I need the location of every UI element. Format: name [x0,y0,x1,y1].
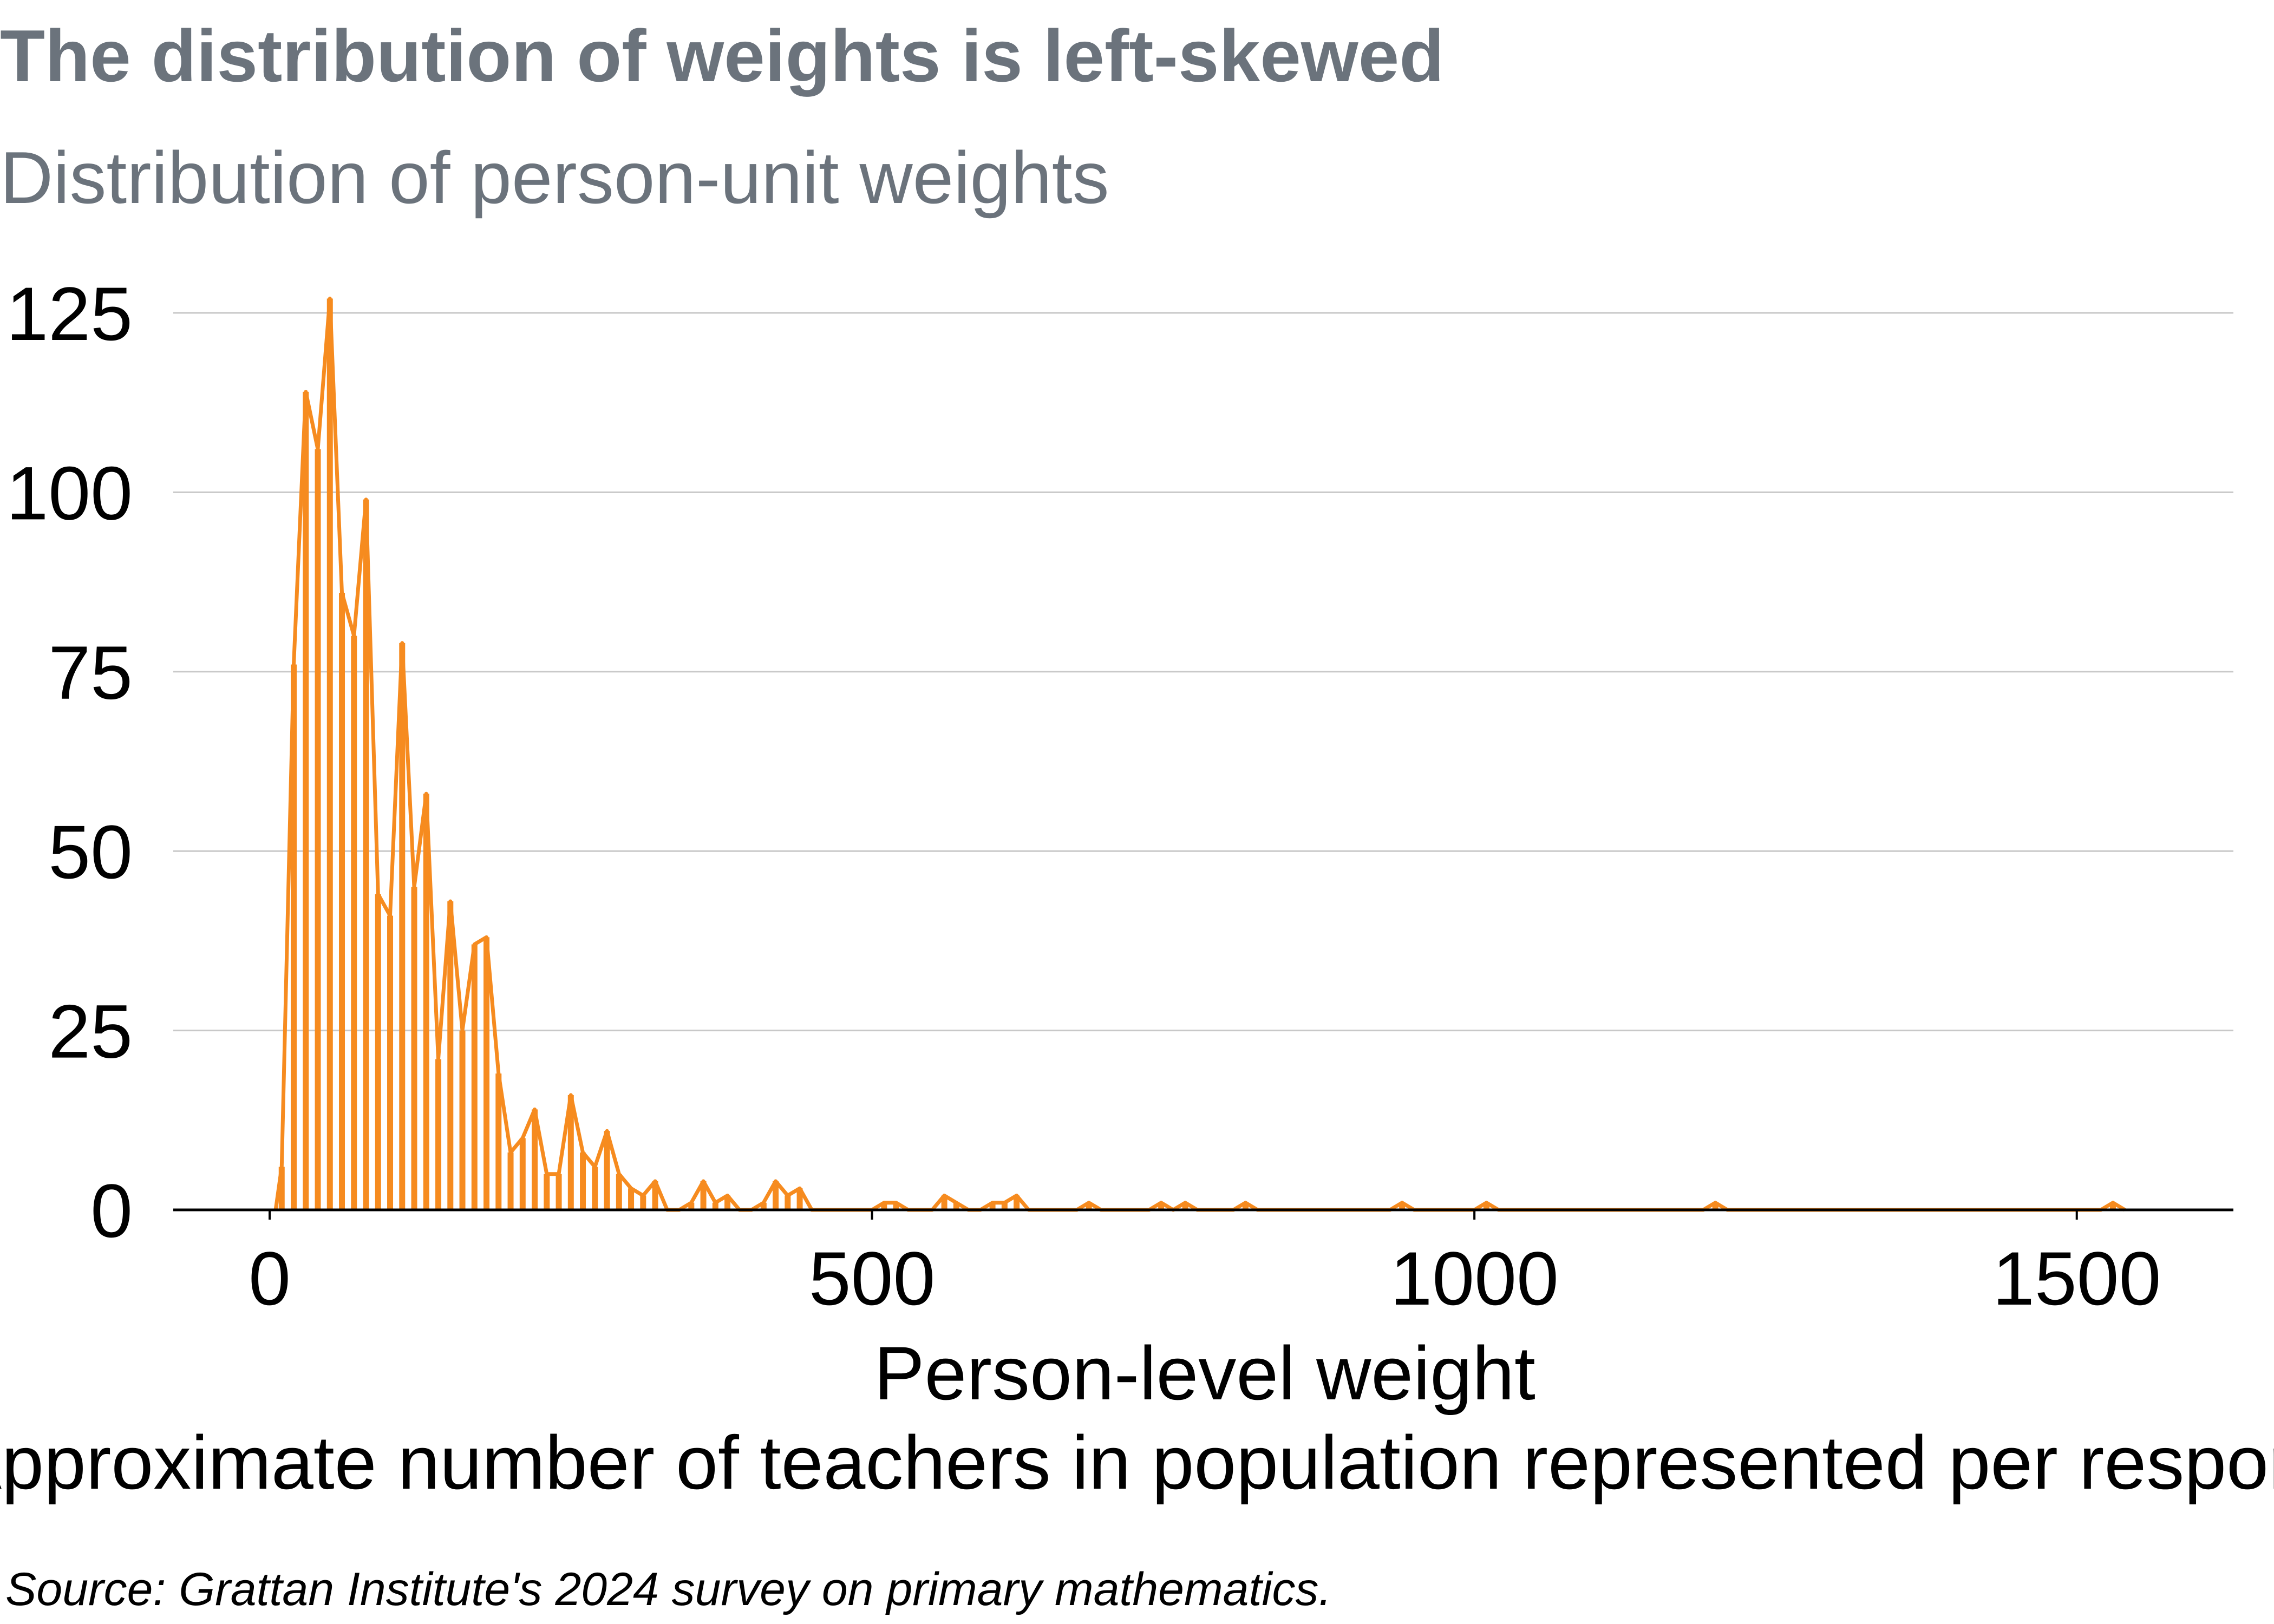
histogram-bar [652,1181,658,1210]
histogram-bar [483,937,490,1210]
y-tick-label-25: 25 [48,989,133,1074]
histogram-bar [519,1138,526,1210]
histogram-bar [712,1202,718,1210]
histogram-bar [375,894,381,1210]
chart-title: The distribution of weights is left-skew… [0,15,1444,97]
histogram-bar [773,1181,779,1210]
histogram-bar [303,391,309,1210]
histogram-bar [893,1202,899,1210]
y-tick-label-0: 0 [90,1168,133,1253]
histogram-bar [1182,1202,1188,1210]
histogram-bar [724,1195,731,1210]
y-tick-label-75: 75 [48,630,133,715]
histogram-bar [1483,1202,1489,1210]
x-axis-secondary-label: Approximate number of teachers in popula… [0,1420,2274,1505]
histogram-bar [507,1152,514,1210]
histogram-outline [273,297,2126,1212]
x-axis-ticks: 0 500 1000 1500 [249,1210,2161,1321]
histogram-bars [278,298,2116,1210]
histogram-bar [881,1202,887,1210]
histogram-bar [941,1195,948,1210]
y-tick-label-100: 100 [6,450,133,535]
histogram-bar [785,1195,791,1210]
histogram-bar [604,1131,610,1210]
histogram-bar [326,298,333,1210]
histogram-bar [688,1202,695,1210]
histogram-bar [411,887,417,1210]
histogram-bar [556,1174,562,1210]
histogram-bar [447,901,454,1210]
histogram-bar [399,643,406,1210]
histogram-bar [640,1195,646,1210]
histogram-bar [1399,1202,1406,1210]
histogram-bar [1158,1202,1165,1210]
histogram-bar [700,1181,707,1210]
histogram-bar [435,1059,442,1210]
y-axis-ticks: 0 25 50 75 100 125 [6,271,133,1253]
x-tick-label-0: 0 [249,1236,291,1321]
chart-subtitle: Distribution of person-unit weights [0,136,1109,219]
histogram-bar [616,1174,622,1210]
histogram-bar [1001,1202,1008,1210]
histogram-bar [796,1188,803,1210]
histogram-bar [351,636,357,1210]
histogram-bar [291,664,297,1210]
y-tick-label-50: 50 [48,809,133,894]
histogram-bar [339,592,345,1210]
histogram-bar [1712,1202,1718,1210]
histogram-bar [423,794,429,1210]
histogram-bar [315,449,321,1210]
histogram-bar [592,1167,598,1210]
histogram-bar [580,1152,586,1210]
source-caption: Source: Grattan Institute's 2024 survey … [5,1563,1331,1615]
histogram-bar [532,1109,538,1210]
histogram-bar [1014,1195,1020,1210]
gridlines [173,312,2233,1032]
histogram-bar [544,1174,550,1210]
histogram-bar [1086,1202,1092,1210]
histogram-bar [471,944,478,1210]
histogram-bar [278,1167,285,1210]
histogram-bar [989,1202,996,1210]
x-tick-label-500: 500 [809,1236,936,1321]
histogram-bar [387,915,394,1210]
histogram-bar [2109,1202,2116,1210]
histogram-bar [363,499,369,1210]
y-tick-label-125: 125 [6,271,133,356]
x-axis-label: Person-level weight [874,1331,1535,1416]
histogram-bar [628,1188,635,1210]
histogram-bar [760,1202,767,1210]
histogram-bar [953,1202,959,1210]
histogram-bar [567,1095,574,1210]
histogram-bar [459,1030,466,1210]
histogram-bar [1242,1202,1249,1210]
histogram-outline-line [273,297,2126,1212]
x-tick-label-1500: 1500 [1992,1236,2161,1321]
x-tick-label-1000: 1000 [1390,1236,1558,1321]
histogram-bar [495,1073,502,1210]
